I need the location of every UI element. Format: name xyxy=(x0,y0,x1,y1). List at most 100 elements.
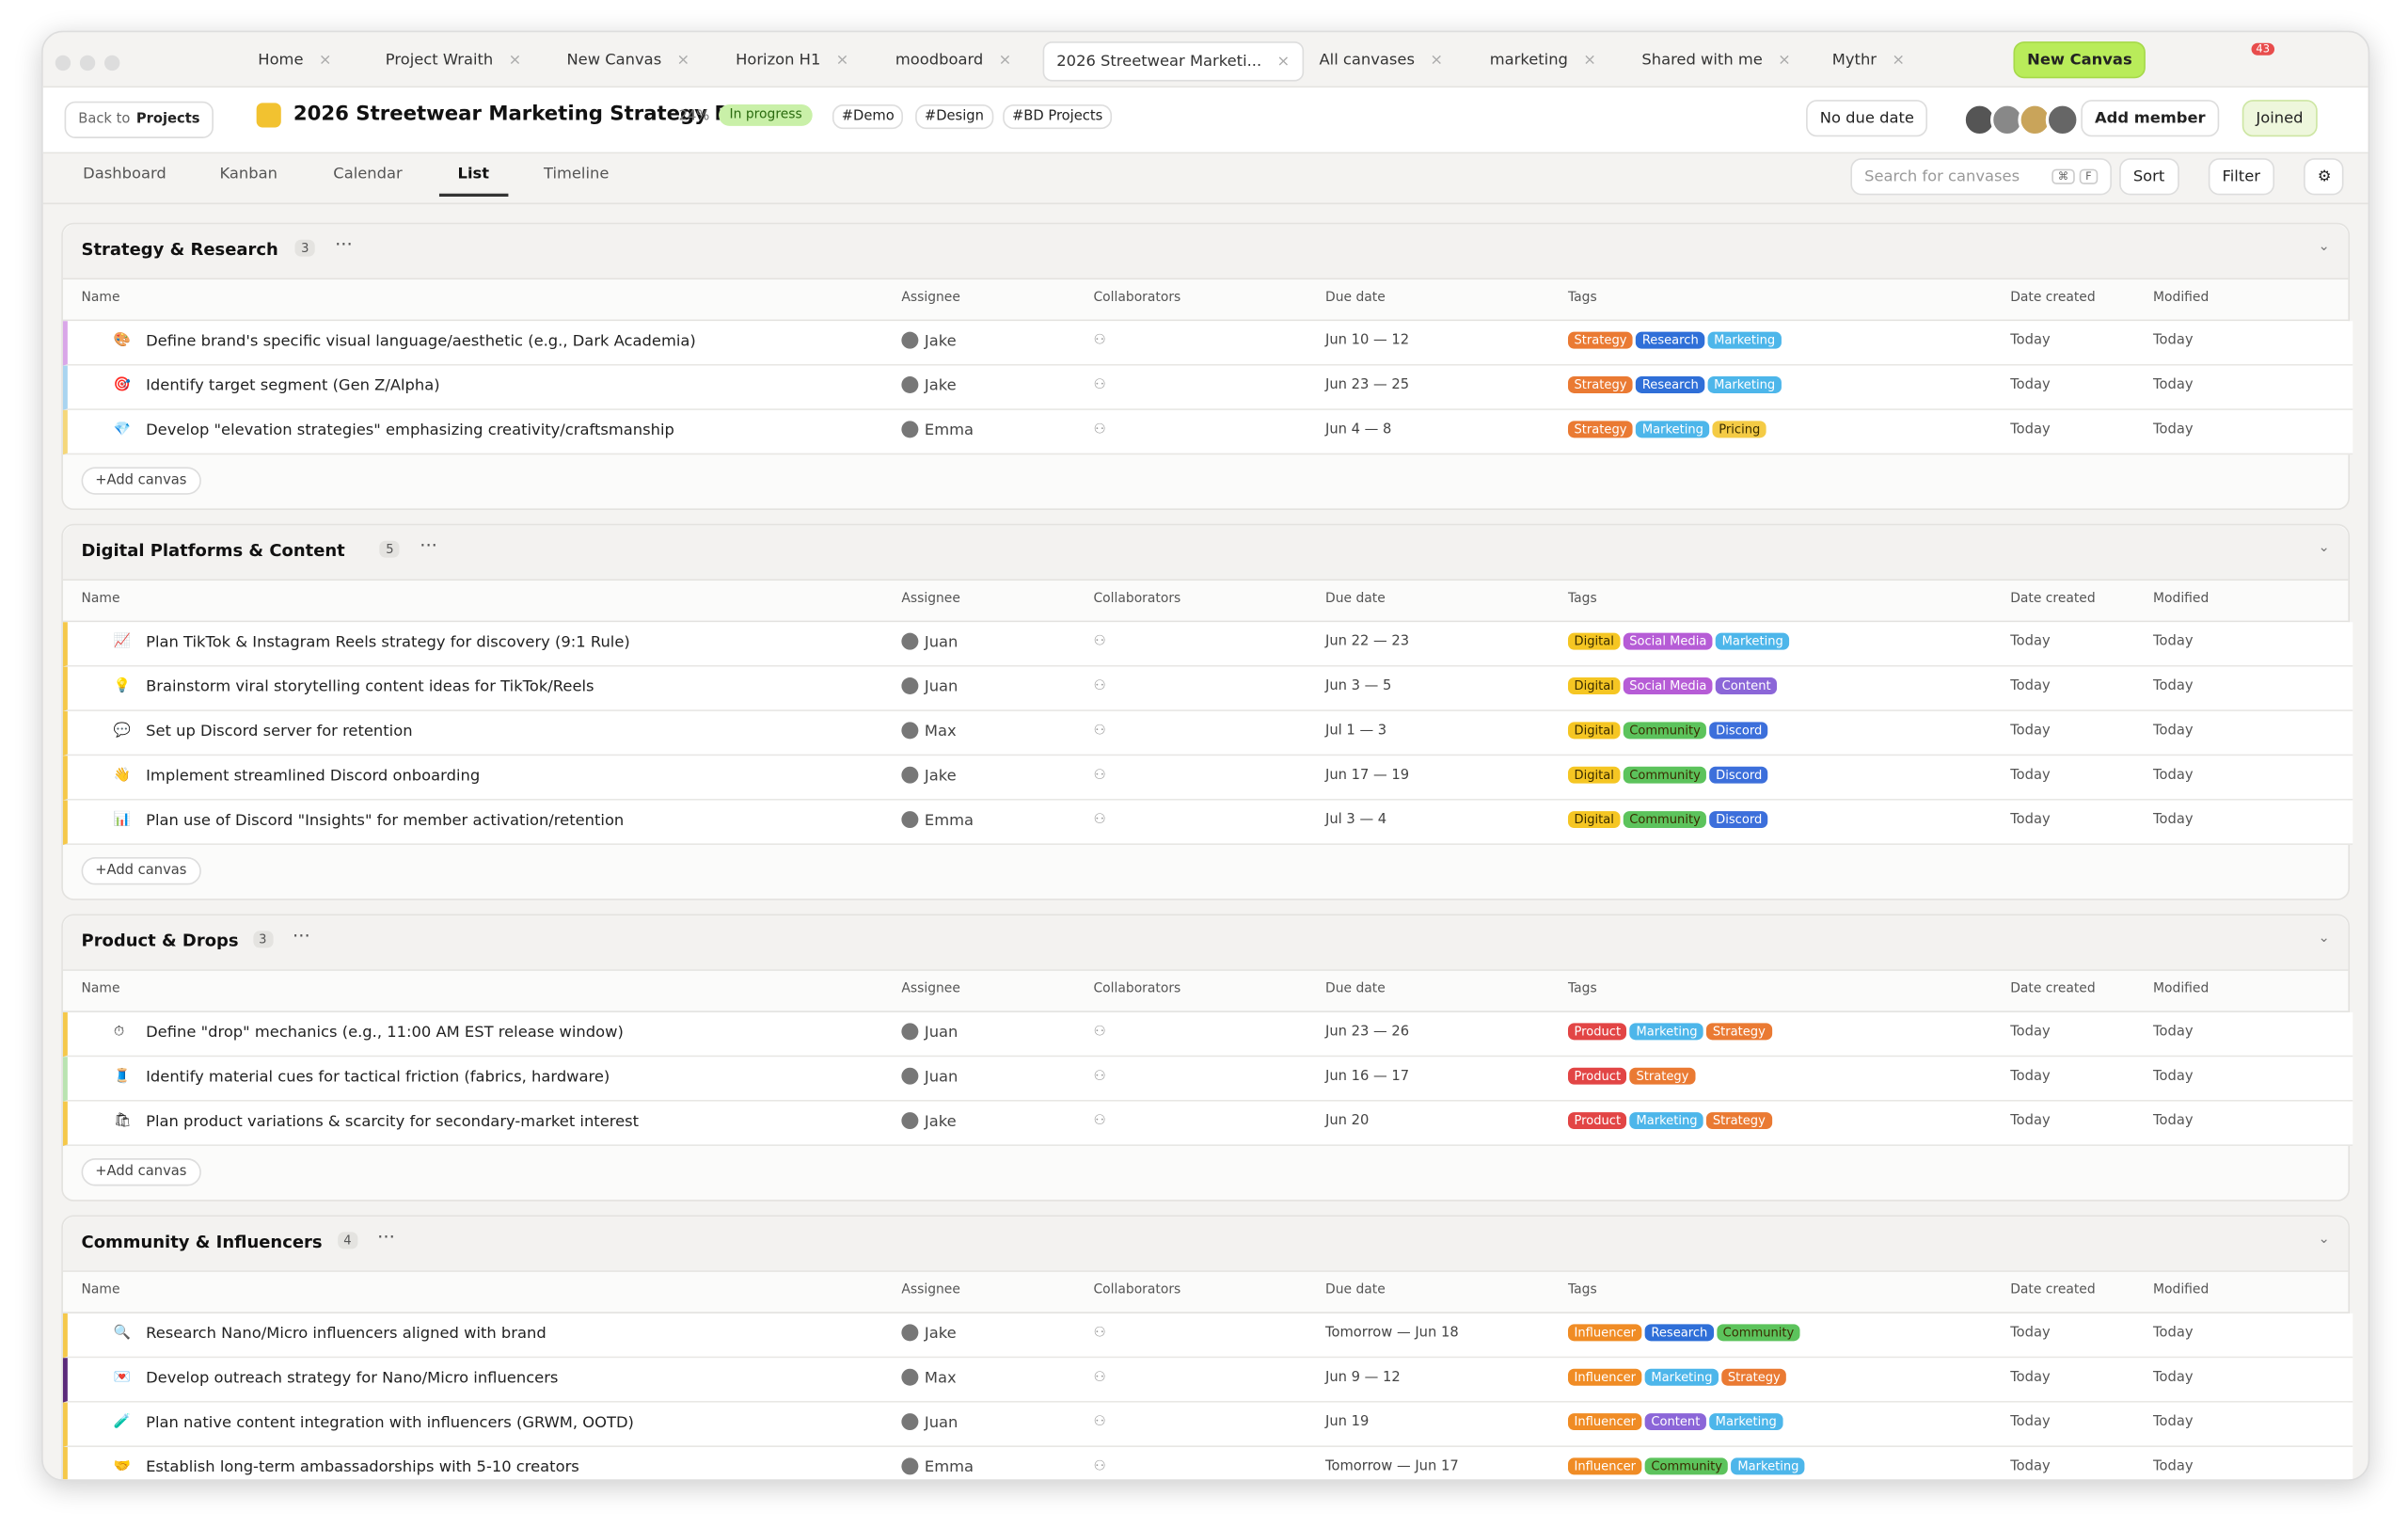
group-header[interactable]: Strategy & Research 3 ··· ⌄ xyxy=(62,224,2349,280)
back-button[interactable]: Back to Projects xyxy=(64,101,214,138)
label-chip[interactable]: # Design xyxy=(915,104,993,130)
task-row[interactable]: 🎯 Identify target segment (Gen Z/Alpha) Ja… xyxy=(62,365,2353,410)
task-row[interactable]: 💎 Develop "elevation strategies" emphasiz… xyxy=(62,409,2353,455)
group-menu[interactable]: ··· xyxy=(335,233,353,256)
task-row[interactable]: 🧪 Plan native content integration with in… xyxy=(62,1402,2353,1448)
add-canvas-label: Add canvas xyxy=(106,1164,187,1180)
group-header[interactable]: Digital Platforms & Content 5 ··· ⌄ xyxy=(62,525,2349,581)
joined-button[interactable]: Joined xyxy=(2242,100,2318,137)
group-menu[interactable]: ··· xyxy=(293,924,310,947)
tag: Discord xyxy=(1709,722,1768,740)
task-row[interactable]: 📊 Plan use of Discord "Insights" for memb… xyxy=(62,800,2353,845)
status-pill[interactable]: In progress xyxy=(719,104,814,126)
collapse-toggle[interactable]: ⌄ xyxy=(2318,540,2330,557)
tab[interactable]: moodboard × xyxy=(883,41,1024,78)
collaborators-icon[interactable]: ⚇ xyxy=(1093,1459,1106,1475)
tab[interactable]: marketing × xyxy=(1478,41,1608,78)
modified: Today xyxy=(2153,1025,2194,1041)
group-header[interactable]: Community & Influencers 4 ··· ⌄ xyxy=(62,1217,2349,1272)
add-member-button[interactable]: Add member xyxy=(2081,100,2220,137)
tab-close[interactable]: × xyxy=(1892,51,1906,69)
tab-close[interactable]: × xyxy=(998,51,1012,69)
collaborators-icon[interactable]: ⚇ xyxy=(1093,634,1106,650)
collaborators-icon[interactable]: ⚇ xyxy=(1093,768,1106,784)
task-row[interactable]: 💌 Develop outreach strategy for Nano/Micr… xyxy=(62,1358,2353,1403)
task-row[interactable]: 🔍 Research Nano/Micro influencers aligned… xyxy=(62,1313,2353,1359)
group-header[interactable]: Product & Drops 3 ··· ⌄ xyxy=(62,915,2349,971)
add-canvas-button[interactable]: + Add canvas xyxy=(81,857,201,885)
collaborators-icon[interactable]: ⚇ xyxy=(1093,1326,1106,1342)
tab[interactable]: Mythr × xyxy=(1820,41,1917,78)
task-row[interactable]: 💬 Set up Discord server for retention Max ⚇… xyxy=(62,710,2353,756)
task-row[interactable]: 🎨 Define brand's specific visual language… xyxy=(62,321,2353,366)
due-date: Tomorrow — Jun 17 xyxy=(1325,1459,1459,1475)
task-row[interactable]: 📈 Plan TikTok & Instagram Reels strategy … xyxy=(62,622,2353,667)
collaborators-icon[interactable]: ⚇ xyxy=(1093,724,1106,740)
tab[interactable]: Project Wraith × xyxy=(373,41,534,78)
tab-close[interactable]: × xyxy=(676,51,690,69)
collaborators-icon[interactable]: ⚇ xyxy=(1093,1370,1106,1386)
tab-close[interactable]: × xyxy=(1778,51,1791,69)
tab-close[interactable]: × xyxy=(1583,51,1596,69)
collapse-toggle[interactable]: ⌄ xyxy=(2318,1232,2330,1248)
label-chip[interactable]: # BD Projects xyxy=(1003,104,1113,130)
view-tab[interactable]: List xyxy=(438,166,508,197)
column-header: Date created xyxy=(2010,981,2096,997)
collaborators-icon[interactable]: ⚇ xyxy=(1093,1069,1106,1085)
member-avatar[interactable] xyxy=(2045,103,2080,137)
search-box[interactable]: Search for canvases ⌘ F xyxy=(1850,158,2112,196)
collaborators-icon[interactable]: ⚇ xyxy=(1093,812,1106,829)
collaborators-icon[interactable]: ⚇ xyxy=(1093,422,1106,438)
avatar xyxy=(901,1324,919,1342)
task-row[interactable]: 🛍 Plan product variations & scarcity for … xyxy=(62,1101,2353,1146)
collaborators-icon[interactable]: ⚇ xyxy=(1093,377,1106,393)
task-icon: 💬 xyxy=(113,724,132,740)
settings-button[interactable]: ⚙ xyxy=(2304,158,2344,196)
view-tab[interactable]: Kanban xyxy=(219,166,277,183)
group-menu[interactable]: ··· xyxy=(377,1225,395,1248)
task-row[interactable]: 💡 Brainstorm viral storytelling content i… xyxy=(62,666,2353,711)
tab-close[interactable]: × xyxy=(508,51,522,69)
filter-button[interactable]: Filter xyxy=(2208,158,2274,196)
task-row[interactable]: 🧵 Identify material cues for tactical fri… xyxy=(62,1057,2353,1102)
tab-close[interactable]: × xyxy=(318,51,332,69)
view-tab[interactable]: Calendar xyxy=(333,166,403,183)
tab-close[interactable]: × xyxy=(1430,51,1444,69)
view-tab[interactable]: Dashboard xyxy=(83,166,166,183)
collaborators-icon[interactable]: ⚇ xyxy=(1093,1113,1106,1130)
add-canvas-label: Add canvas xyxy=(106,863,187,879)
tab[interactable]: Horizon H1 × xyxy=(723,41,861,78)
date-created: Today xyxy=(2010,1370,2051,1386)
tag: Marketing xyxy=(1707,376,1782,393)
label-chip[interactable]: # Demo xyxy=(832,104,904,130)
sort-button[interactable]: Sort xyxy=(2119,158,2178,196)
tab-close[interactable]: × xyxy=(1276,53,1291,71)
tab[interactable]: Shared with me × xyxy=(1629,41,1803,78)
date-created: Today xyxy=(2010,377,2051,393)
tab[interactable]: New Canvas × xyxy=(554,41,702,78)
collaborators-icon[interactable]: ⚇ xyxy=(1093,333,1106,349)
add-canvas-button[interactable]: + Add canvas xyxy=(81,467,201,495)
add-canvas-button[interactable]: + Add canvas xyxy=(81,1158,201,1186)
member-avatar[interactable] xyxy=(1962,103,1997,137)
task-row[interactable]: 👋 Implement streamlined Discord onboardin… xyxy=(62,756,2353,801)
task-row[interactable]: ⏱ Define "drop" mechanics (e.g., 11:00 AM… xyxy=(62,1011,2353,1058)
view-tab[interactable]: Timeline xyxy=(543,166,610,183)
collaborators-icon[interactable]: ⚇ xyxy=(1093,678,1106,694)
new-canvas-button[interactable]: New Canvas xyxy=(2013,41,2147,79)
collaborators-icon[interactable]: ⚇ xyxy=(1093,1025,1106,1041)
due-date: Jun 16 — 17 xyxy=(1325,1069,1410,1085)
task-row[interactable]: 🤝 Establish long-term ambassadorships wit… xyxy=(62,1447,2353,1480)
tab[interactable]: 2026 Streetwear Marketi... × xyxy=(1042,41,1304,82)
tab[interactable]: All canvases × xyxy=(1307,41,1455,78)
back-prefix: Back to xyxy=(78,112,131,128)
collaborators-icon[interactable]: ⚇ xyxy=(1093,1414,1106,1431)
notification-badge[interactable]: 43 xyxy=(2251,42,2274,56)
tab[interactable]: Home × xyxy=(246,41,343,78)
collapse-toggle[interactable]: ⌄ xyxy=(2318,239,2330,256)
collapse-toggle[interactable]: ⌄ xyxy=(2318,931,2330,947)
due-button[interactable]: No due date xyxy=(1806,100,1928,137)
group-menu[interactable]: ··· xyxy=(420,534,437,557)
tab-close[interactable]: × xyxy=(835,51,849,69)
tag: Digital xyxy=(1567,632,1621,650)
